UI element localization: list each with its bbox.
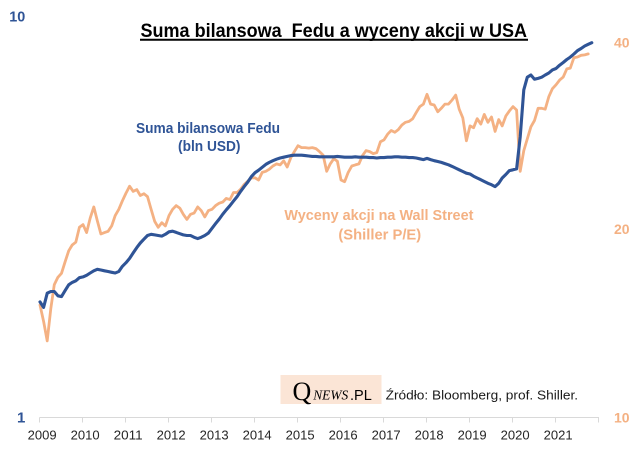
svg-text:10: 10 <box>614 410 630 426</box>
svg-text:2015: 2015 <box>286 429 315 443</box>
svg-text:Suma bilansowa Fedu a wyceny: Suma bilansowa Fedu a wyceny akcji w USA <box>141 21 528 42</box>
svg-text:10: 10 <box>9 8 25 25</box>
svg-text:2011: 2011 <box>114 429 143 443</box>
svg-text:Wyceny akcji na Wall Street: Wyceny akcji na Wall Street <box>284 207 473 224</box>
svg-text:.PL: .PL <box>350 388 372 404</box>
svg-text:Źródło: Bloomberg, prof. Shill: Źródło: Bloomberg, prof. Shiller. <box>386 387 579 402</box>
svg-text:2013: 2013 <box>200 429 229 443</box>
svg-text:1: 1 <box>17 409 25 426</box>
svg-text:Q: Q <box>293 377 312 406</box>
svg-text:2014: 2014 <box>243 429 272 443</box>
svg-text:40: 40 <box>614 34 630 50</box>
svg-text:2009: 2009 <box>28 429 57 443</box>
svg-text:(bln USD): (bln USD) <box>178 138 241 155</box>
svg-text:(Shiller P/E): (Shiller P/E) <box>338 227 421 244</box>
svg-text:2018: 2018 <box>415 429 444 443</box>
svg-text:2012: 2012 <box>157 429 186 443</box>
svg-text:Suma bilansowa Fedu: Suma bilansowa Fedu <box>136 120 280 137</box>
svg-text:NEWS: NEWS <box>312 388 348 403</box>
svg-text:2017: 2017 <box>372 429 401 443</box>
svg-text:2019: 2019 <box>458 429 487 443</box>
svg-text:2020: 2020 <box>501 429 530 443</box>
svg-text:20: 20 <box>614 221 630 237</box>
svg-text:2010: 2010 <box>71 429 100 443</box>
svg-text:2016: 2016 <box>329 429 358 443</box>
svg-text:2021: 2021 <box>544 429 573 443</box>
